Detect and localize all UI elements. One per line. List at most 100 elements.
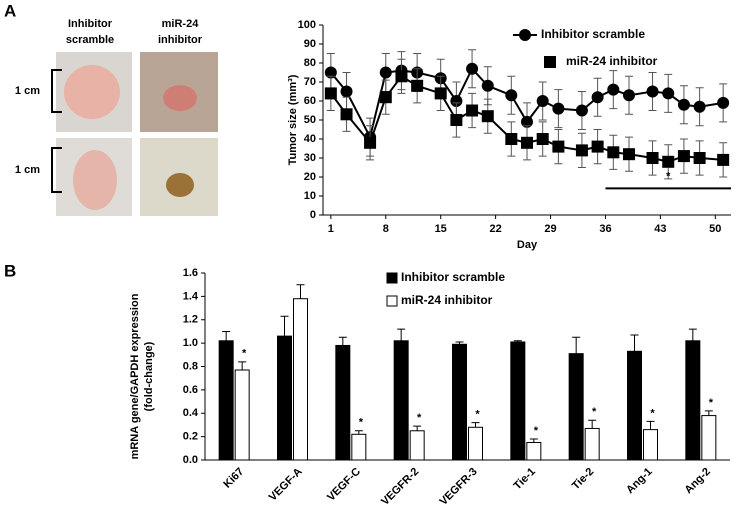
marker bbox=[662, 87, 675, 100]
error-bar bbox=[222, 330, 231, 341]
marker bbox=[505, 133, 518, 145]
marker bbox=[411, 79, 424, 92]
bar bbox=[584, 427, 600, 461]
bar bbox=[701, 415, 717, 461]
bar bbox=[277, 335, 292, 461]
error-bar bbox=[238, 361, 247, 371]
marker bbox=[552, 102, 565, 115]
scale-label: 1 cm bbox=[15, 164, 40, 176]
marker bbox=[379, 91, 392, 104]
error-bar bbox=[529, 438, 538, 443]
y-tick-label: 0.4 bbox=[183, 407, 199, 419]
significance-label: * bbox=[359, 417, 364, 429]
marker bbox=[623, 89, 635, 102]
y-tick-label: 0.8 bbox=[183, 360, 198, 372]
y-tick-label: 0 bbox=[310, 209, 316, 221]
y-tick-label: 70 bbox=[304, 76, 316, 88]
x-tick-label: 8 bbox=[383, 223, 389, 235]
bar bbox=[452, 343, 467, 461]
x-tick-label: 29 bbox=[544, 223, 556, 235]
marker bbox=[450, 114, 463, 126]
y-axis-label: (fold-change) bbox=[143, 341, 155, 411]
legend-marker bbox=[386, 295, 398, 307]
marker bbox=[536, 133, 549, 145]
marker bbox=[364, 136, 377, 149]
marker bbox=[677, 150, 690, 163]
error-bar bbox=[704, 410, 713, 416]
legend-marker bbox=[386, 272, 398, 284]
error-bar bbox=[280, 315, 289, 337]
y-tick-label: 40 bbox=[304, 133, 316, 145]
marker bbox=[575, 144, 588, 157]
x-tick-label: 43 bbox=[654, 223, 666, 235]
y-axis-label: mRNA gene/GAPDH expression bbox=[129, 293, 141, 459]
marker bbox=[693, 100, 706, 113]
marker bbox=[591, 91, 604, 104]
significance-label: * bbox=[709, 397, 714, 409]
y-tick-label: 50 bbox=[304, 114, 316, 126]
x-tick-label: Tie-1 bbox=[512, 466, 539, 493]
x-tick-label: 22 bbox=[489, 223, 501, 235]
marker bbox=[607, 146, 620, 159]
error-bar bbox=[397, 328, 406, 341]
error-bar bbox=[338, 336, 347, 346]
x-tick-label: VEGFR-3 bbox=[437, 466, 479, 508]
marker bbox=[450, 95, 463, 107]
marker bbox=[693, 152, 706, 164]
bar bbox=[335, 344, 351, 461]
x-tick-label: Ang-2 bbox=[682, 466, 713, 497]
bar bbox=[643, 429, 658, 461]
marker bbox=[481, 79, 494, 92]
bar bbox=[351, 433, 367, 461]
marker bbox=[521, 115, 533, 128]
legend-marker bbox=[544, 56, 556, 68]
y-tick-label: 30 bbox=[304, 152, 316, 164]
x-tick-label: 1 bbox=[328, 223, 334, 235]
legend-label: miR-24 inhibitor bbox=[566, 54, 658, 68]
marker bbox=[717, 153, 730, 166]
bar bbox=[293, 298, 308, 461]
photo-label: miR-24 bbox=[162, 18, 200, 30]
bar bbox=[234, 369, 250, 461]
error-bar bbox=[630, 334, 639, 352]
significance-label: * bbox=[417, 412, 422, 424]
error-bar bbox=[588, 419, 597, 429]
legend-marker bbox=[519, 29, 531, 41]
bar bbox=[627, 350, 642, 461]
error-bar bbox=[354, 430, 363, 435]
y-tick-label: 100 bbox=[298, 19, 316, 31]
panel-label: B bbox=[4, 261, 16, 280]
marker bbox=[379, 66, 392, 79]
legend-label: Inhibitor scramble bbox=[541, 27, 645, 41]
x-tick-label: 15 bbox=[435, 223, 447, 235]
y-tick-label: 0.2 bbox=[183, 431, 198, 443]
bar bbox=[218, 340, 234, 461]
x-tick-label: VEGF-A bbox=[267, 466, 305, 504]
marker bbox=[505, 89, 518, 102]
marker bbox=[434, 87, 447, 100]
photo-label: scramble bbox=[66, 34, 114, 46]
x-tick-label: 36 bbox=[599, 223, 611, 235]
marker bbox=[646, 85, 659, 98]
x-tick-label: Ang-1 bbox=[624, 466, 655, 497]
y-tick-label: 0.0 bbox=[183, 454, 198, 466]
scale-label: 1 cm bbox=[15, 85, 40, 97]
photo-label: Inhibitor bbox=[68, 18, 113, 30]
marker bbox=[395, 70, 408, 83]
y-axis-label: Tumor size (mm³) bbox=[287, 74, 299, 165]
marker bbox=[552, 140, 565, 153]
legend-label: Inhibitor scramble bbox=[401, 270, 505, 284]
bar bbox=[685, 340, 701, 461]
y-tick-label: 0.6 bbox=[183, 384, 198, 396]
error-bar bbox=[572, 336, 581, 354]
bar bbox=[568, 353, 584, 461]
marker bbox=[466, 62, 479, 75]
tumor bbox=[64, 65, 120, 119]
tumor bbox=[166, 173, 194, 197]
marker bbox=[677, 98, 690, 111]
marker bbox=[324, 87, 337, 100]
panel-label: A bbox=[4, 1, 16, 20]
marker bbox=[340, 85, 353, 98]
marker bbox=[481, 110, 494, 123]
